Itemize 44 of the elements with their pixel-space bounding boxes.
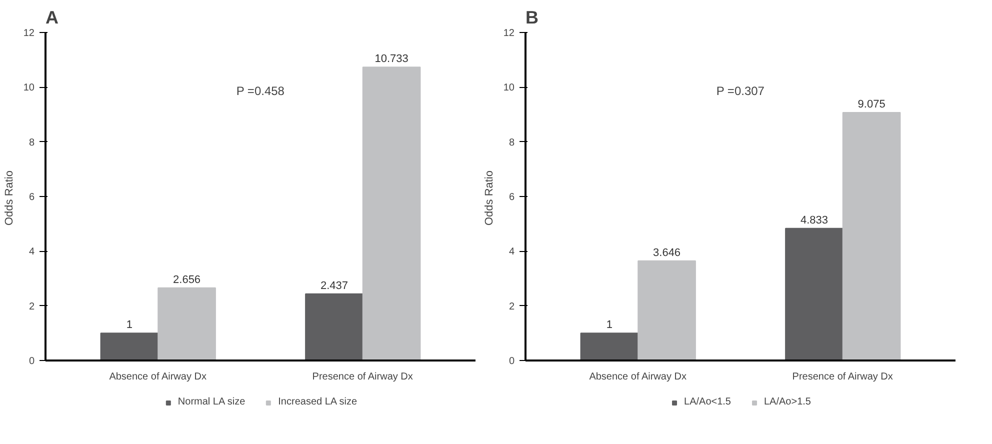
chart-title: B <box>526 8 538 28</box>
y-axis-title: Odds Ratio <box>483 170 496 226</box>
y-tick-label: 12 <box>503 28 515 39</box>
legend-label: LA/Ao>1.5 <box>764 396 811 408</box>
x-tick-label: Presence of Airway Dx <box>792 372 893 382</box>
data-label: 4.833 <box>800 214 828 226</box>
data-label: 2.656 <box>173 274 201 286</box>
bar <box>638 260 696 360</box>
y-tick-label: 12 <box>23 28 35 39</box>
bar <box>580 332 639 360</box>
y-tick-label: 6 <box>28 192 35 203</box>
y-tick-label: 0 <box>508 356 515 367</box>
bar <box>842 112 901 360</box>
bar <box>785 228 844 360</box>
y-tick-label: 8 <box>508 137 515 148</box>
bar <box>305 293 364 360</box>
data-label: 9.075 <box>858 98 886 110</box>
y-tick-label: 8 <box>28 137 35 148</box>
legend-label: Normal LA size <box>178 396 246 408</box>
data-label: 1 <box>126 319 133 332</box>
y-tick-label: 10 <box>23 82 35 94</box>
y-axis-title: Odds Ratio <box>3 170 16 226</box>
y-tick-label: 10 <box>503 82 515 94</box>
bar <box>158 287 216 360</box>
x-tick-label: Presence of Airway Dx <box>312 372 413 382</box>
data-label: 2.437 <box>320 280 348 292</box>
y-tick-label: 2 <box>28 301 35 312</box>
data-label: 1 <box>606 319 613 332</box>
y-tick-label: 0 <box>28 356 35 367</box>
annotation: P =0.307 <box>716 84 765 98</box>
y-tick-label: 2 <box>508 301 515 312</box>
y-tick-label: 4 <box>28 246 35 258</box>
annotation: P =0.458 <box>236 84 285 98</box>
legend-label: LA/Ao<1.5 <box>684 396 731 408</box>
x-tick-label: Absence of Airway Dx <box>109 372 206 382</box>
data-label: 3.646 <box>653 246 681 259</box>
bar <box>100 332 159 360</box>
chart-title: A <box>46 8 58 28</box>
y-tick-label: 6 <box>508 192 515 203</box>
y-tick-label: 4 <box>508 246 515 258</box>
data-label: 10.733 <box>374 53 408 66</box>
bar <box>362 66 421 360</box>
legend-label: Increased LA size <box>278 396 358 408</box>
x-tick-label: Absence of Airway Dx <box>589 372 686 382</box>
